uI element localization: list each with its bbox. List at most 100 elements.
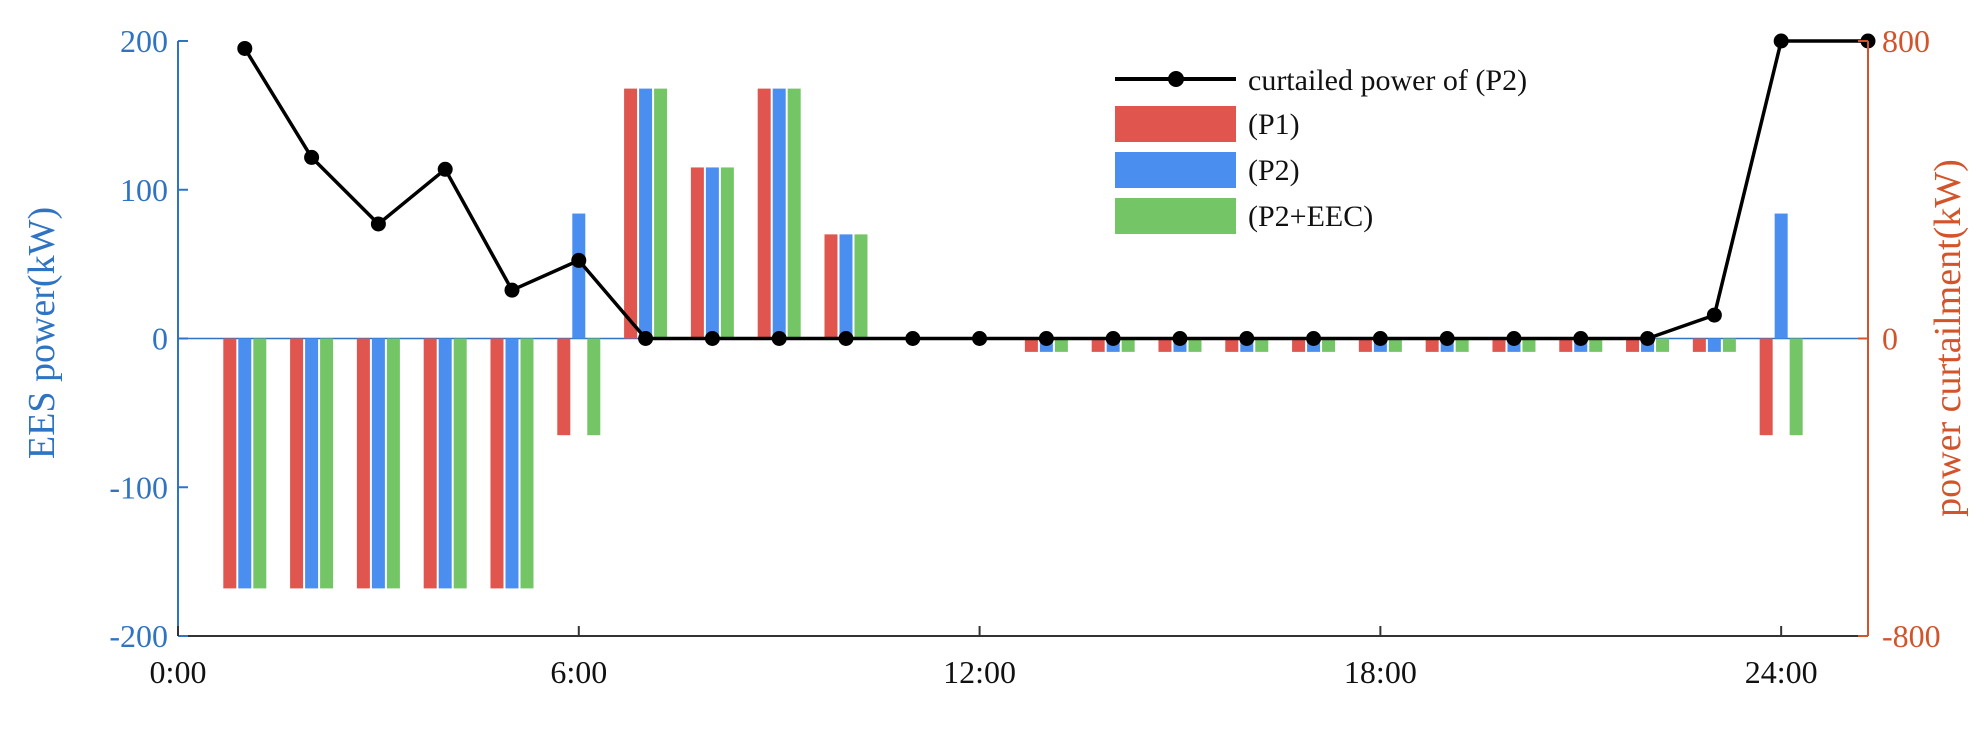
right-axis-label: power curtailment(kW): [1927, 159, 1969, 517]
curtailment-point-8: [704, 331, 720, 346]
bar-s2-h5: [505, 338, 519, 589]
bar-s1-h10: [824, 234, 838, 339]
bar-s2-h6: [572, 213, 586, 339]
bar-s3-h18: [1388, 338, 1402, 352]
bar-s1-h24: [1759, 338, 1773, 436]
bar-s1-h5: [490, 338, 504, 589]
curtailment-point-18: [1372, 331, 1388, 346]
bar-s2-h7: [639, 88, 653, 339]
bar-s3-h3: [386, 338, 400, 589]
curtailment-point-13: [1038, 331, 1054, 346]
curtailment-point-22: [1640, 331, 1656, 346]
curtailment-point-3: [370, 216, 386, 232]
bar-s1-h4: [423, 338, 437, 589]
bar-s2-h4: [438, 338, 452, 589]
right-tick-label-1: 0: [1882, 321, 1898, 357]
curtailment-point-15: [1172, 331, 1188, 346]
curtailment-point-12: [972, 331, 988, 346]
curtailment-point-14: [1105, 331, 1121, 346]
legend-swatch-p2-eec: [1115, 198, 1236, 234]
bar-s2-h8: [705, 167, 719, 339]
curtailment-point-24: [1773, 33, 1789, 49]
curtailment-point-19: [1439, 331, 1455, 346]
bar-s3-h2: [320, 338, 334, 589]
x-tick-label-1: 6:00: [550, 654, 607, 690]
axes-layer: 200 100 0 -100 -200 800 0 -800 0:00 6:00 12:00 18:0…: [109, 23, 1940, 690]
curtailment-point-5: [504, 282, 520, 298]
bars-layer: [223, 88, 1803, 589]
bar-s3-h7: [654, 88, 668, 339]
legend-swatch-curtailed-marker: [1168, 71, 1184, 87]
curtailment-point-17: [1306, 331, 1322, 346]
bar-s2-h1: [238, 338, 252, 589]
bar-s1-h8: [690, 167, 704, 339]
bar-s3-h17: [1322, 338, 1336, 352]
legend: curtailed power of (P2) (P1) (P2) (P2+EE…: [1115, 64, 1527, 234]
bar-s2-h23: [1707, 338, 1721, 352]
bar-s2-h24: [1774, 213, 1788, 339]
bar-s1-h14: [1091, 338, 1105, 352]
curtailment-line: [243, 39, 1868, 341]
left-axis-label: EES power(kW): [21, 207, 63, 459]
left-tick-label-3: -100: [109, 469, 168, 505]
left-tick-label-2: 0: [152, 321, 168, 357]
legend-label-p2-eec: (P2+EEC): [1248, 200, 1373, 233]
bar-s1-h13: [1024, 338, 1038, 352]
left-tick-label-4: -200: [109, 618, 168, 654]
bar-s1-h2: [290, 338, 304, 589]
curtailment-line-layer: [237, 33, 1876, 346]
curtailment-point-9: [771, 331, 787, 346]
bar-s3-h5: [520, 338, 534, 589]
bar-s1-h23: [1692, 338, 1706, 352]
bar-s2-h9: [772, 88, 786, 339]
bar-s1-h20: [1492, 338, 1506, 352]
bar-s1-h9: [757, 88, 771, 339]
legend-swatch-p1: [1115, 106, 1236, 142]
bar-s1-h15: [1158, 338, 1172, 352]
curtailment-point-1: [237, 40, 253, 56]
bar-s2-h10: [839, 234, 853, 339]
left-tick-label-0: 200: [120, 23, 168, 59]
curtailment-point-21: [1573, 331, 1589, 346]
bar-s2-h2: [305, 338, 319, 589]
bar-s3-h23: [1722, 338, 1736, 352]
curtailment-point-4: [437, 161, 453, 177]
curtailment-point-23: [1706, 307, 1722, 323]
right-tick-label-0: 800: [1882, 23, 1930, 59]
bar-s3-h13: [1054, 338, 1068, 352]
bar-s3-h10: [854, 234, 868, 339]
bar-s2-h3: [371, 338, 385, 589]
x-tick-label-3: 18:00: [1344, 654, 1417, 690]
left-tick-label-1: 100: [120, 172, 168, 208]
curtailment-point-6: [571, 252, 587, 268]
legend-swatch-p2: [1115, 152, 1236, 188]
x-tick-label-2: 12:00: [943, 654, 1016, 690]
bar-s3-h14: [1121, 338, 1135, 352]
bar-s1-h3: [356, 338, 370, 589]
bar-s3-h6: [587, 338, 601, 436]
x-tick-label-4: 24:00: [1745, 654, 1818, 690]
bar-s1-h1: [223, 338, 237, 589]
curtailment-point-2: [304, 149, 320, 165]
legend-label-p1: (P1): [1248, 108, 1300, 141]
bar-s3-h1: [253, 338, 267, 589]
bar-s1-h16: [1225, 338, 1239, 352]
bar-s1-h17: [1292, 338, 1306, 352]
bar-s3-h20: [1522, 338, 1536, 352]
bar-s3-h21: [1589, 338, 1603, 352]
bar-s1-h18: [1358, 338, 1372, 352]
bar-s3-h16: [1255, 338, 1269, 352]
bar-s3-h8: [720, 167, 734, 339]
bar-s1-h6: [557, 338, 571, 436]
bar-s3-h19: [1455, 338, 1469, 352]
bar-s1-h7: [624, 88, 638, 339]
curtailment-point-11: [905, 331, 921, 346]
x-tick-label-0: 0:00: [150, 654, 207, 690]
bar-s3-h9: [787, 88, 801, 339]
bar-s3-h4: [453, 338, 467, 589]
bar-s1-h19: [1425, 338, 1439, 352]
bar-s3-h24: [1789, 338, 1803, 436]
bar-s3-h22: [1656, 338, 1670, 352]
legend-label-p2: (P2): [1248, 154, 1300, 187]
bar-s3-h15: [1188, 338, 1202, 352]
